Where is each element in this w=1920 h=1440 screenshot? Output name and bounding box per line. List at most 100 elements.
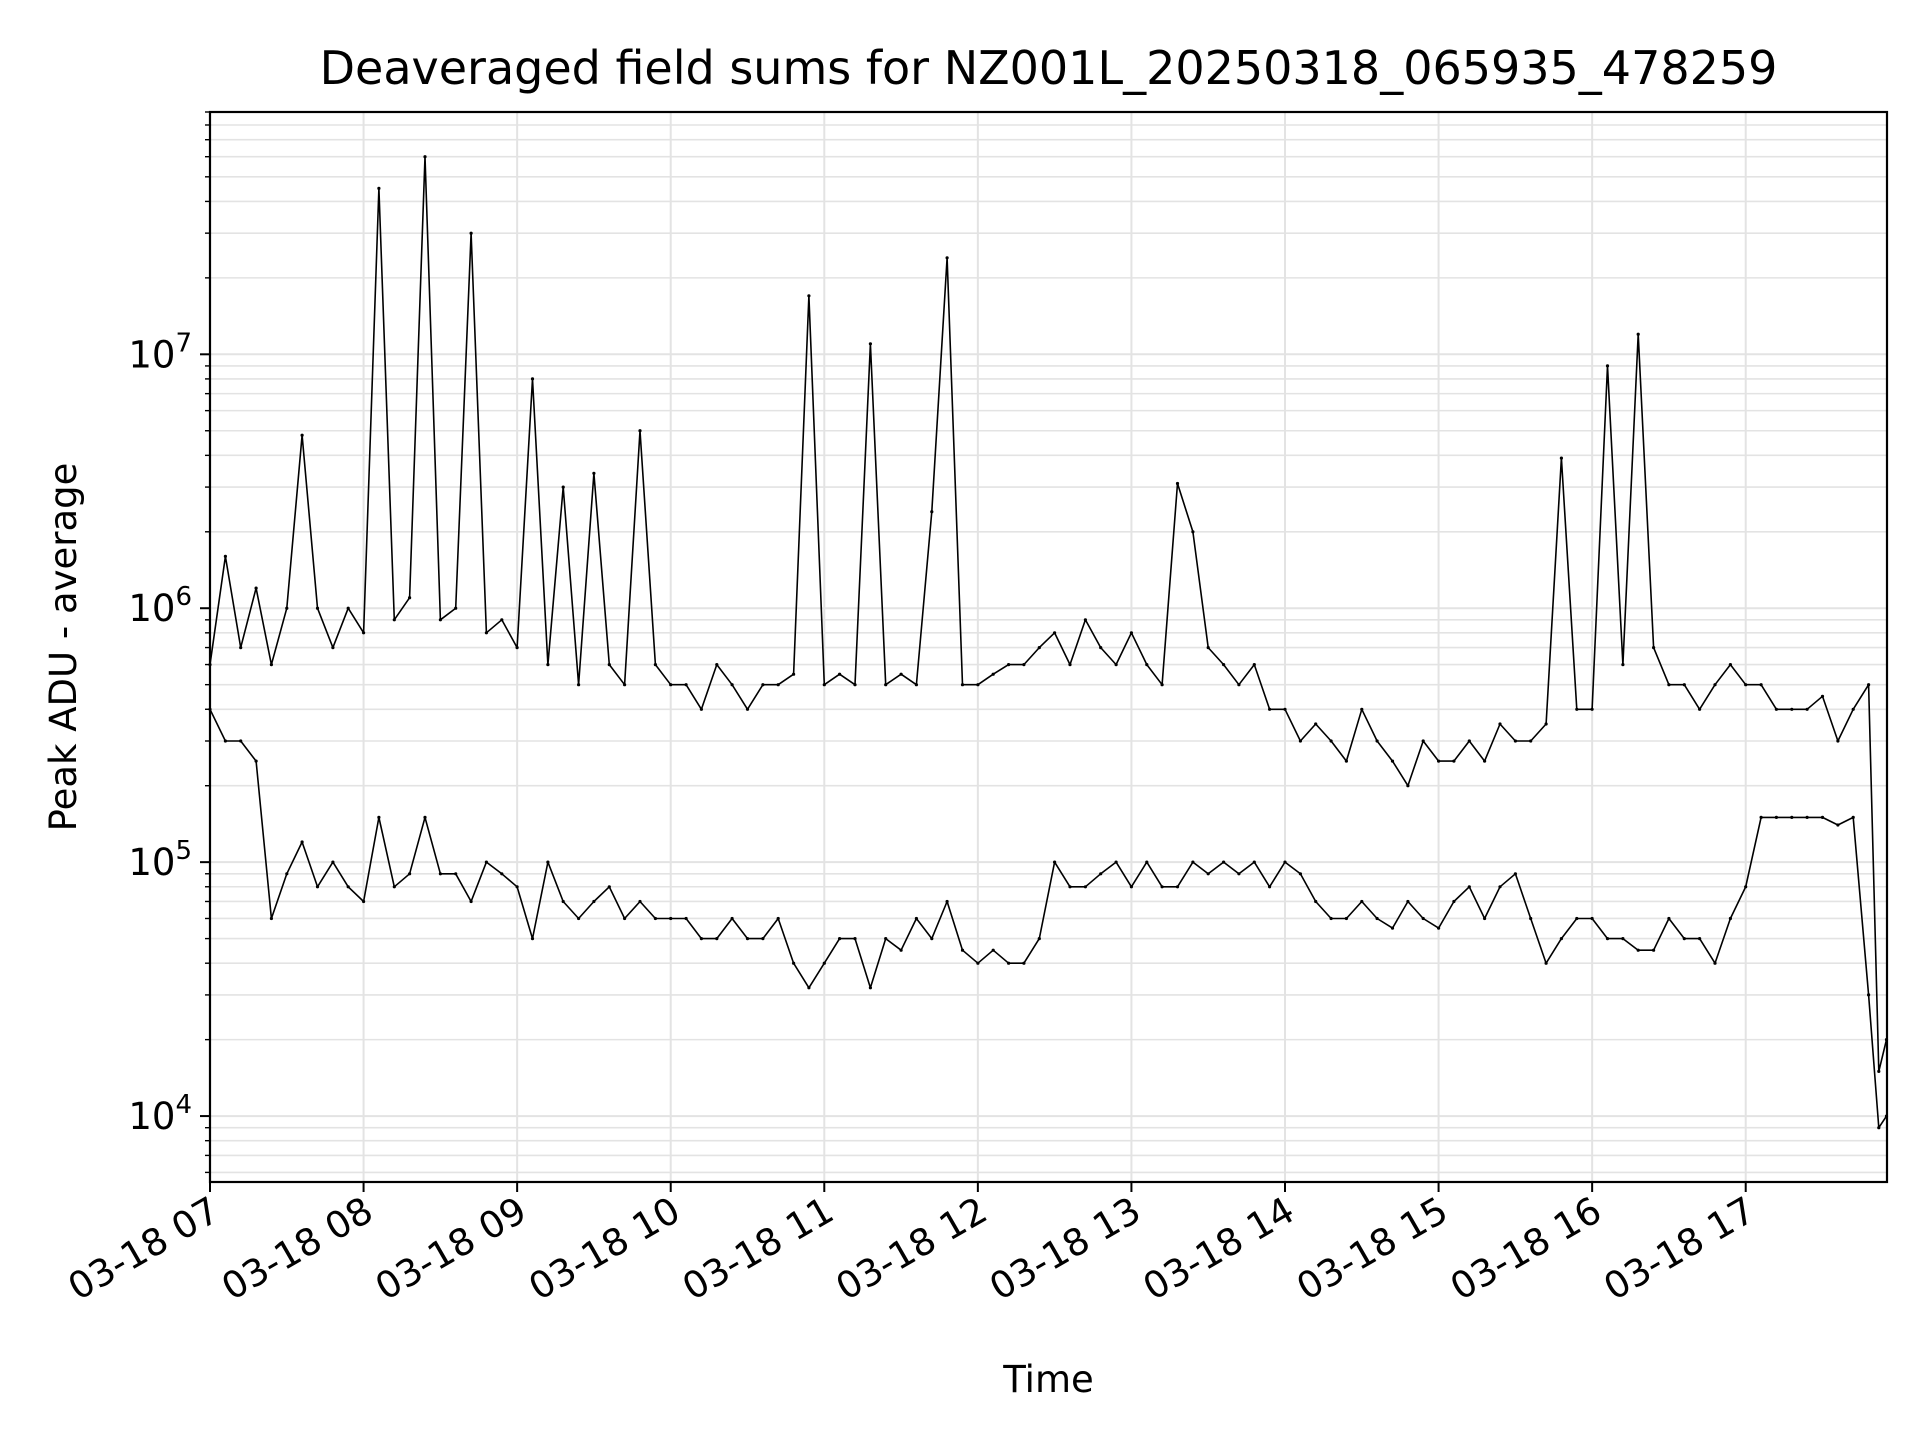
- data-point: [1375, 916, 1379, 921]
- data-point: [1774, 707, 1778, 711]
- data-point: [638, 899, 642, 904]
- y-tick-exponent: 7: [175, 328, 192, 358]
- data-point: [315, 885, 320, 889]
- data-point: [1590, 707, 1594, 711]
- data-point: [1437, 759, 1441, 763]
- data-point: [684, 916, 688, 921]
- data-point: [1191, 530, 1195, 534]
- y-tick-base: 10: [128, 333, 175, 376]
- data-point: [807, 986, 811, 990]
- data-point: [745, 937, 750, 941]
- data-point: [1728, 663, 1732, 667]
- y-tick-label: 105: [128, 836, 192, 884]
- data-point: [1836, 823, 1840, 827]
- data-point: [638, 429, 642, 433]
- data-point: [438, 618, 442, 622]
- data-point: [1467, 885, 1471, 889]
- data-point: [1268, 885, 1272, 889]
- data-point: [838, 937, 842, 941]
- data-point: [822, 683, 826, 687]
- data-point: [1559, 456, 1563, 460]
- data-point: [408, 872, 412, 876]
- data-point: [1621, 937, 1625, 941]
- data-point: [1590, 916, 1594, 921]
- data-point: [269, 663, 273, 667]
- data-point: [300, 840, 304, 844]
- data-point: [1698, 707, 1702, 711]
- data-point: [1467, 739, 1471, 743]
- data-point: [577, 683, 581, 687]
- data-point: [392, 618, 396, 622]
- data-point: [1498, 885, 1502, 889]
- data-point: [362, 899, 366, 904]
- data-point: [1529, 739, 1533, 743]
- data-point: [1007, 961, 1011, 965]
- data-point: [1698, 937, 1702, 941]
- data-point: [776, 683, 780, 687]
- chart-title: Deaveraged field sums for NZ001L_2025031…: [320, 41, 1778, 95]
- data-point: [530, 937, 535, 941]
- data-point: [899, 672, 903, 676]
- data-point: [484, 860, 488, 864]
- data-point: [423, 815, 427, 820]
- y-axis-ticks: 104 105 106 107: [128, 111, 210, 1174]
- data-point: [1406, 899, 1410, 904]
- data-point: [254, 759, 258, 763]
- data-point: [623, 916, 627, 921]
- data-point: [914, 683, 919, 687]
- data-point: [1145, 663, 1149, 667]
- data-point: [1421, 739, 1425, 743]
- data-point: [1083, 618, 1087, 622]
- data-point: [1682, 937, 1686, 941]
- data-point: [592, 899, 596, 904]
- data-point: [761, 683, 765, 687]
- data-point: [1344, 759, 1348, 763]
- data-point: [1452, 759, 1456, 763]
- y-tick-label: 104: [128, 1090, 192, 1138]
- data-point: [1237, 683, 1241, 687]
- data-point: [423, 155, 427, 159]
- data-point: [1298, 872, 1302, 876]
- data-point: [254, 586, 258, 590]
- data-point: [730, 916, 734, 921]
- data-point: [454, 606, 458, 610]
- data-point: [1022, 663, 1026, 667]
- data-point: [1759, 815, 1763, 820]
- data-point: [561, 485, 565, 489]
- data-point: [807, 294, 811, 298]
- data-point: [1513, 872, 1517, 876]
- data-point: [930, 510, 934, 514]
- y-tick-label: 106: [128, 582, 192, 630]
- data-point: [1759, 683, 1763, 687]
- data-point: [315, 606, 320, 610]
- data-point: [669, 916, 673, 921]
- data-point: [899, 948, 903, 952]
- data-point: [930, 937, 934, 941]
- data-point: [1713, 961, 1717, 965]
- data-point: [1191, 860, 1195, 864]
- data-point: [960, 683, 965, 687]
- data-point: [1068, 885, 1072, 889]
- data-point: [868, 342, 873, 346]
- data-point: [484, 631, 488, 635]
- data-point: [515, 646, 519, 650]
- data-point: [346, 606, 350, 610]
- data-point: [239, 739, 243, 743]
- data-point: [1667, 916, 1671, 921]
- data-point: [1344, 916, 1348, 921]
- data-point: [1145, 860, 1149, 864]
- data-point: [1329, 739, 1333, 743]
- plot-area: [208, 155, 1889, 1130]
- data-point: [1114, 663, 1118, 667]
- data-point: [1114, 860, 1118, 864]
- data-point: [792, 961, 796, 965]
- data-point: [1559, 937, 1563, 941]
- data-point: [822, 961, 826, 965]
- data-point: [684, 683, 688, 687]
- y-tick-exponent: 6: [175, 582, 192, 612]
- data-point: [1529, 916, 1533, 921]
- data-point: [1851, 815, 1855, 820]
- data-point: [1667, 683, 1671, 687]
- data-point: [945, 256, 949, 260]
